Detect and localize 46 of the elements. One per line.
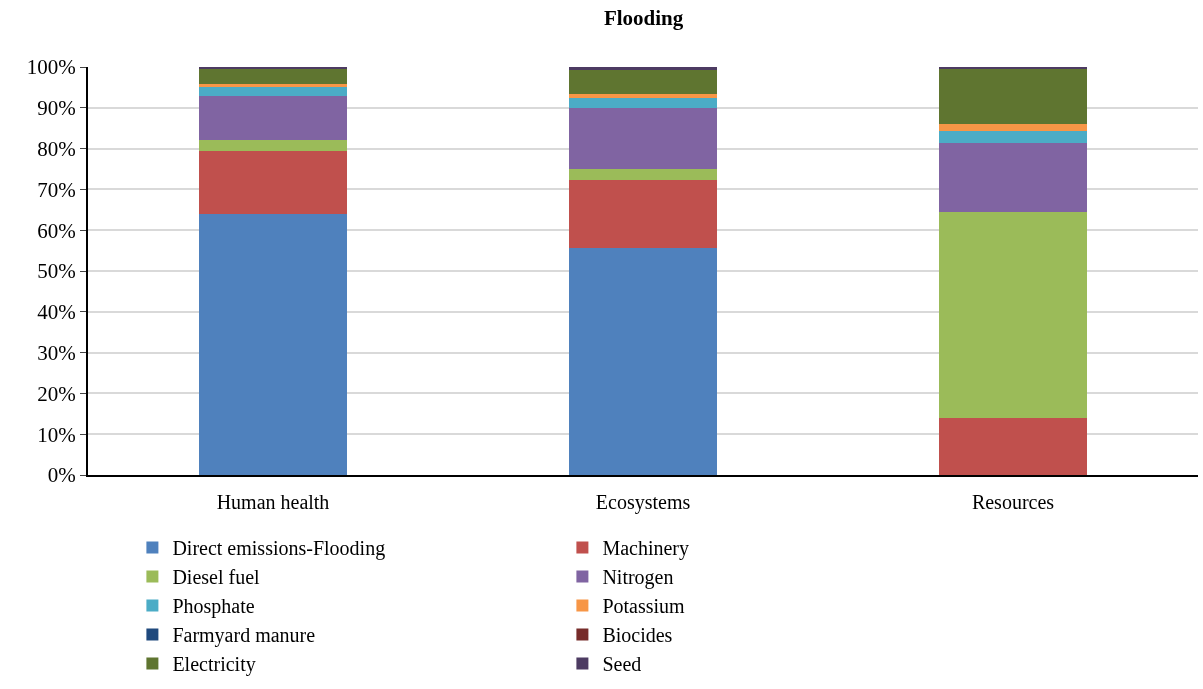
x-tick-label: Resources xyxy=(971,491,1055,513)
y-tick-label: 0% xyxy=(47,463,76,488)
y-tick-label: 80% xyxy=(37,136,76,161)
bar xyxy=(569,70,717,94)
bar xyxy=(939,143,1087,212)
x-tick-label: Human health xyxy=(216,491,330,513)
bar xyxy=(939,131,1087,143)
y-tick-label: 50% xyxy=(37,259,76,284)
bar xyxy=(199,87,347,96)
legend-label: Nitrogen xyxy=(602,566,674,590)
bar xyxy=(569,180,717,248)
bar xyxy=(569,98,717,108)
bar xyxy=(199,214,347,475)
bar xyxy=(939,212,1087,418)
chart-title: Flooding xyxy=(603,6,684,31)
legend-label: Machinery xyxy=(602,537,690,561)
legend-label: Diesel fuel xyxy=(172,566,261,589)
bar xyxy=(939,418,1087,475)
bar xyxy=(569,67,717,70)
legend-label: Phosphate xyxy=(172,595,255,619)
legend-label: Seed xyxy=(602,653,642,676)
bar xyxy=(569,169,717,180)
y-tick-label: 40% xyxy=(37,300,76,325)
bar xyxy=(199,140,347,151)
legend-label: Farmyard manure xyxy=(172,624,316,648)
y-tick-label: 70% xyxy=(37,177,76,202)
x-tick-label: Ecosystems xyxy=(595,491,691,514)
bar xyxy=(199,151,347,214)
y-tick-label: 30% xyxy=(37,340,76,365)
legend-label: Biocides xyxy=(602,624,673,647)
bar xyxy=(199,68,347,84)
legend-label: Electricity xyxy=(172,653,256,677)
legend-label: Potassium xyxy=(602,595,686,618)
y-tick-label: 90% xyxy=(37,96,76,121)
y-tick-label: 10% xyxy=(37,422,76,447)
bar xyxy=(569,94,717,98)
bar xyxy=(939,69,1087,124)
legend-label: Direct emissions-Flooding xyxy=(172,537,386,561)
bar xyxy=(939,124,1087,131)
bar xyxy=(569,248,717,475)
y-tick-label: 60% xyxy=(37,218,76,243)
y-tick-label: 20% xyxy=(37,381,76,406)
bar xyxy=(569,108,717,169)
y-tick-label: 100% xyxy=(26,55,76,80)
bar xyxy=(199,84,347,87)
bar xyxy=(199,96,347,140)
